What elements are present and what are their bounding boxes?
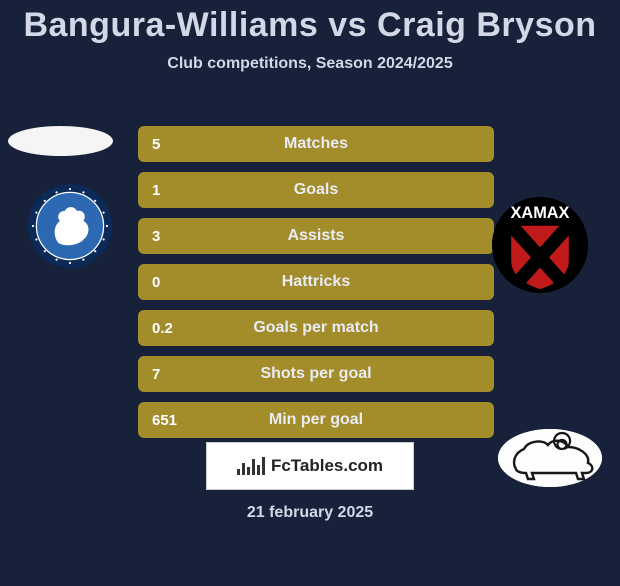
table-row: 3 Assists bbox=[138, 218, 494, 254]
stat-value: 3 bbox=[152, 228, 160, 245]
table-row: 0 Hattricks bbox=[138, 264, 494, 300]
stat-label: Assists bbox=[138, 227, 494, 245]
millwall-icon bbox=[28, 184, 112, 268]
stat-value: 651 bbox=[152, 412, 177, 429]
crest-millwall bbox=[28, 184, 112, 268]
subtitle: Club competitions, Season 2024/2025 bbox=[0, 55, 620, 73]
table-row: 5 Matches bbox=[138, 126, 494, 162]
ellipse-icon bbox=[8, 126, 113, 156]
stat-label: Matches bbox=[138, 135, 494, 153]
xamax-label: XAMAX bbox=[511, 204, 570, 222]
crest-placeholder bbox=[8, 126, 113, 156]
table-row: 7 Shots per goal bbox=[138, 356, 494, 392]
crest-derby bbox=[498, 429, 602, 487]
stat-value: 7 bbox=[152, 366, 160, 383]
stat-label: Shots per goal bbox=[138, 365, 494, 383]
footer-date: 21 february 2025 bbox=[0, 504, 620, 522]
derby-icon bbox=[498, 429, 602, 487]
stat-value: 1 bbox=[152, 182, 160, 199]
stat-label: Hattricks bbox=[138, 273, 494, 291]
fctables-text: FcTables.com bbox=[271, 456, 383, 476]
page-title: Bangura-Williams vs Craig Bryson bbox=[0, 6, 620, 45]
table-row: 1 Goals bbox=[138, 172, 494, 208]
stat-label: Goals bbox=[138, 181, 494, 199]
stat-value: 0 bbox=[152, 274, 160, 291]
table-row: 0.2 Goals per match bbox=[138, 310, 494, 346]
stats-table: 5 Matches 1 Goals 3 Assists 0 Hattricks … bbox=[138, 126, 494, 448]
table-row: 651 Min per goal bbox=[138, 402, 494, 438]
stat-label: Goals per match bbox=[138, 319, 494, 337]
fctables-badge: FcTables.com bbox=[206, 442, 414, 490]
stat-value: 5 bbox=[152, 136, 160, 153]
bars-icon bbox=[237, 457, 265, 475]
stat-label: Min per goal bbox=[138, 411, 494, 429]
crest-xamax: XAMAX bbox=[492, 197, 588, 293]
xamax-icon: XAMAX bbox=[492, 197, 588, 293]
stat-value: 0.2 bbox=[152, 320, 173, 337]
